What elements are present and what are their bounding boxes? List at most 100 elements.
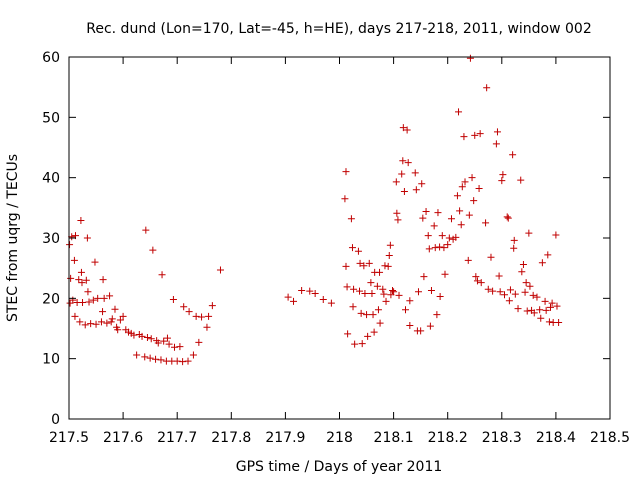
y-axis-label: STEC from uqrg / TECUs xyxy=(5,154,21,322)
data-point xyxy=(523,307,531,315)
data-point xyxy=(487,253,495,261)
data-point xyxy=(364,332,372,340)
data-point xyxy=(368,290,376,298)
data-point xyxy=(344,330,352,338)
data-point xyxy=(452,233,460,241)
data-point xyxy=(379,285,387,293)
data-point xyxy=(445,234,453,242)
data-point xyxy=(468,174,476,182)
data-point xyxy=(348,244,356,252)
data-point xyxy=(81,321,89,329)
data-point xyxy=(477,279,485,287)
data-point xyxy=(351,340,359,348)
data-point xyxy=(189,351,197,359)
data-point xyxy=(157,356,165,364)
data-point xyxy=(529,291,537,299)
data-point xyxy=(147,335,155,343)
data-point xyxy=(555,318,563,326)
data-point xyxy=(92,320,100,328)
data-point xyxy=(107,318,115,326)
data-point xyxy=(111,305,119,313)
data-point xyxy=(518,268,526,276)
data-point xyxy=(87,320,95,328)
data-point xyxy=(78,279,86,287)
data-point xyxy=(170,343,178,351)
data-point xyxy=(149,246,157,254)
data-point xyxy=(370,328,378,336)
data-point xyxy=(431,244,439,252)
data-point xyxy=(160,337,168,345)
data-point xyxy=(472,273,480,281)
data-point xyxy=(395,291,403,299)
data-point xyxy=(85,298,93,306)
data-point xyxy=(525,229,533,237)
data-point xyxy=(501,291,509,299)
data-point xyxy=(495,272,503,280)
x-tick-label: 218.4 xyxy=(536,430,576,446)
data-point xyxy=(420,273,428,281)
data-point xyxy=(544,251,552,259)
data-point xyxy=(418,180,426,188)
data-point xyxy=(542,306,550,314)
y-axis: 0 10 20 30 40 50 60 xyxy=(42,50,610,428)
data-point xyxy=(553,302,561,310)
data-point xyxy=(441,270,449,278)
data-point xyxy=(499,171,507,179)
data-point xyxy=(142,226,150,234)
data-point xyxy=(356,287,364,295)
data-point xyxy=(380,290,388,298)
data-point xyxy=(319,296,327,304)
data-point xyxy=(399,124,407,132)
data-point xyxy=(406,297,414,305)
data-point xyxy=(77,268,85,276)
data-point xyxy=(464,256,472,264)
data-point xyxy=(465,211,473,219)
data-point xyxy=(536,306,544,314)
data-point xyxy=(350,285,358,293)
data-point xyxy=(91,258,99,266)
x-tick-label: 218.2 xyxy=(428,430,468,446)
data-point xyxy=(163,334,171,342)
data-point xyxy=(386,241,394,249)
data-point xyxy=(146,354,154,362)
data-point xyxy=(476,130,484,138)
data-point xyxy=(327,299,335,307)
data-point xyxy=(165,340,173,348)
data-point xyxy=(284,293,292,301)
data-point xyxy=(510,244,518,252)
data-point xyxy=(94,294,102,302)
data-point xyxy=(399,157,407,165)
data-point xyxy=(517,176,525,184)
data-point xyxy=(347,215,355,223)
data-point xyxy=(82,276,90,284)
chart-title: Rec. dund (Lon=170, Lat=-45, h=HE), days… xyxy=(86,21,592,37)
data-point xyxy=(152,355,160,363)
data-point xyxy=(458,183,466,191)
data-point xyxy=(179,358,187,366)
data-point xyxy=(184,357,192,365)
data-point xyxy=(473,277,481,285)
data-point xyxy=(546,303,554,311)
data-point xyxy=(343,283,351,291)
data-point xyxy=(358,340,366,348)
data-point xyxy=(404,159,412,167)
data-point xyxy=(195,338,203,346)
data-point xyxy=(466,54,474,62)
data-point xyxy=(461,178,469,186)
data-point xyxy=(411,169,419,177)
data-point xyxy=(158,271,166,279)
data-point xyxy=(390,288,398,296)
data-point xyxy=(83,234,91,242)
data-point xyxy=(526,282,534,290)
data-point xyxy=(440,244,448,252)
data-point xyxy=(455,108,463,116)
data-point xyxy=(130,331,138,339)
data-point xyxy=(460,133,468,141)
data-point xyxy=(97,318,105,326)
data-point xyxy=(506,286,514,294)
data-point xyxy=(341,195,349,203)
data-point xyxy=(426,322,434,330)
data-point xyxy=(470,197,478,205)
data-point xyxy=(216,266,224,274)
